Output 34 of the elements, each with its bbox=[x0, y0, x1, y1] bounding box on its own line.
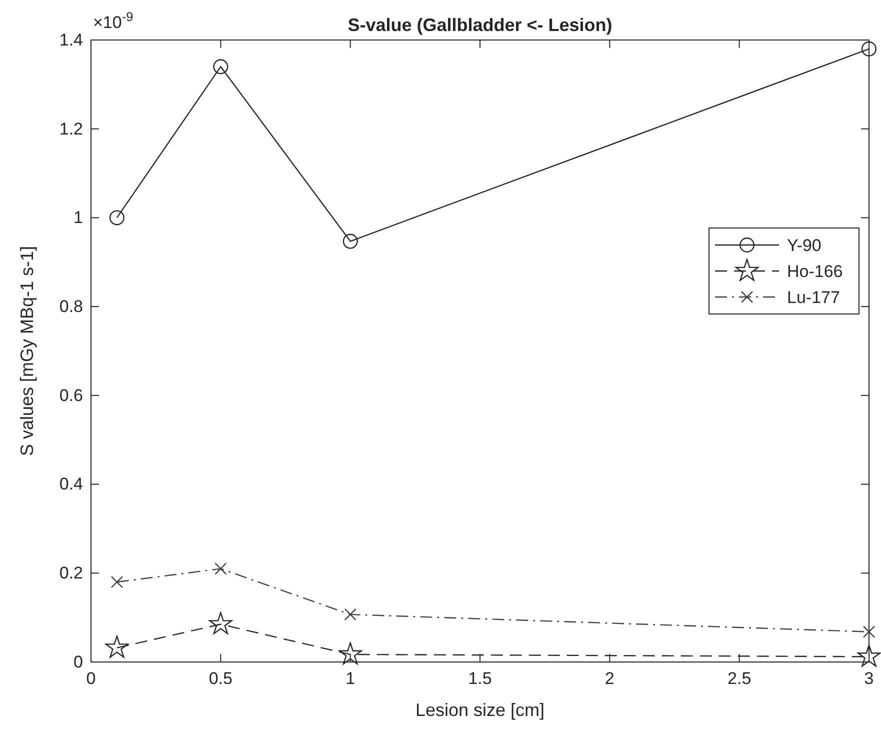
x-axis-title: Lesion size [cm] bbox=[415, 700, 545, 720]
x-tick-label: 1 bbox=[346, 669, 356, 688]
x-tick-label: 2 bbox=[604, 669, 614, 688]
x-tick-label: 0.5 bbox=[208, 669, 232, 688]
x-tick-label: 1.5 bbox=[468, 669, 492, 688]
y-tick-label: 1 bbox=[74, 208, 83, 228]
y-tick-label: 1.4 bbox=[59, 30, 83, 50]
x-tick-label: 2.5 bbox=[728, 669, 752, 688]
point bbox=[338, 642, 362, 664]
y-tick-label: 0.8 bbox=[59, 297, 83, 316]
x-tick-label: 0 bbox=[86, 669, 96, 688]
point bbox=[209, 612, 232, 634]
text: ×10$^{-9}$ bbox=[93, 8, 134, 32]
point bbox=[857, 644, 881, 667]
chart-title: S-value (Gallbladder <- Lesion) bbox=[348, 15, 612, 35]
y-tick-label: 0.2 bbox=[59, 564, 83, 583]
y-tick-label: 0.6 bbox=[59, 386, 83, 405]
legend-label: Ho-166 bbox=[787, 262, 843, 281]
y-tick-label: 0 bbox=[74, 652, 83, 672]
point bbox=[342, 234, 358, 249]
legend-label: Y-90 bbox=[787, 236, 822, 255]
y-tick-label: 1.2 bbox=[59, 119, 83, 138]
point bbox=[344, 608, 356, 621]
y-axis-title: S values [mGy MBq-1 s-1] bbox=[17, 246, 37, 456]
point bbox=[110, 576, 124, 588]
x-tick-label: 3 bbox=[864, 669, 874, 688]
point bbox=[214, 562, 227, 575]
y-tick-label: 0.4 bbox=[59, 474, 83, 494]
point bbox=[861, 41, 877, 56]
legend-label: Lu-177 bbox=[787, 288, 840, 307]
point bbox=[862, 626, 876, 638]
point bbox=[109, 210, 124, 226]
point bbox=[105, 636, 129, 658]
point bbox=[213, 59, 228, 74]
